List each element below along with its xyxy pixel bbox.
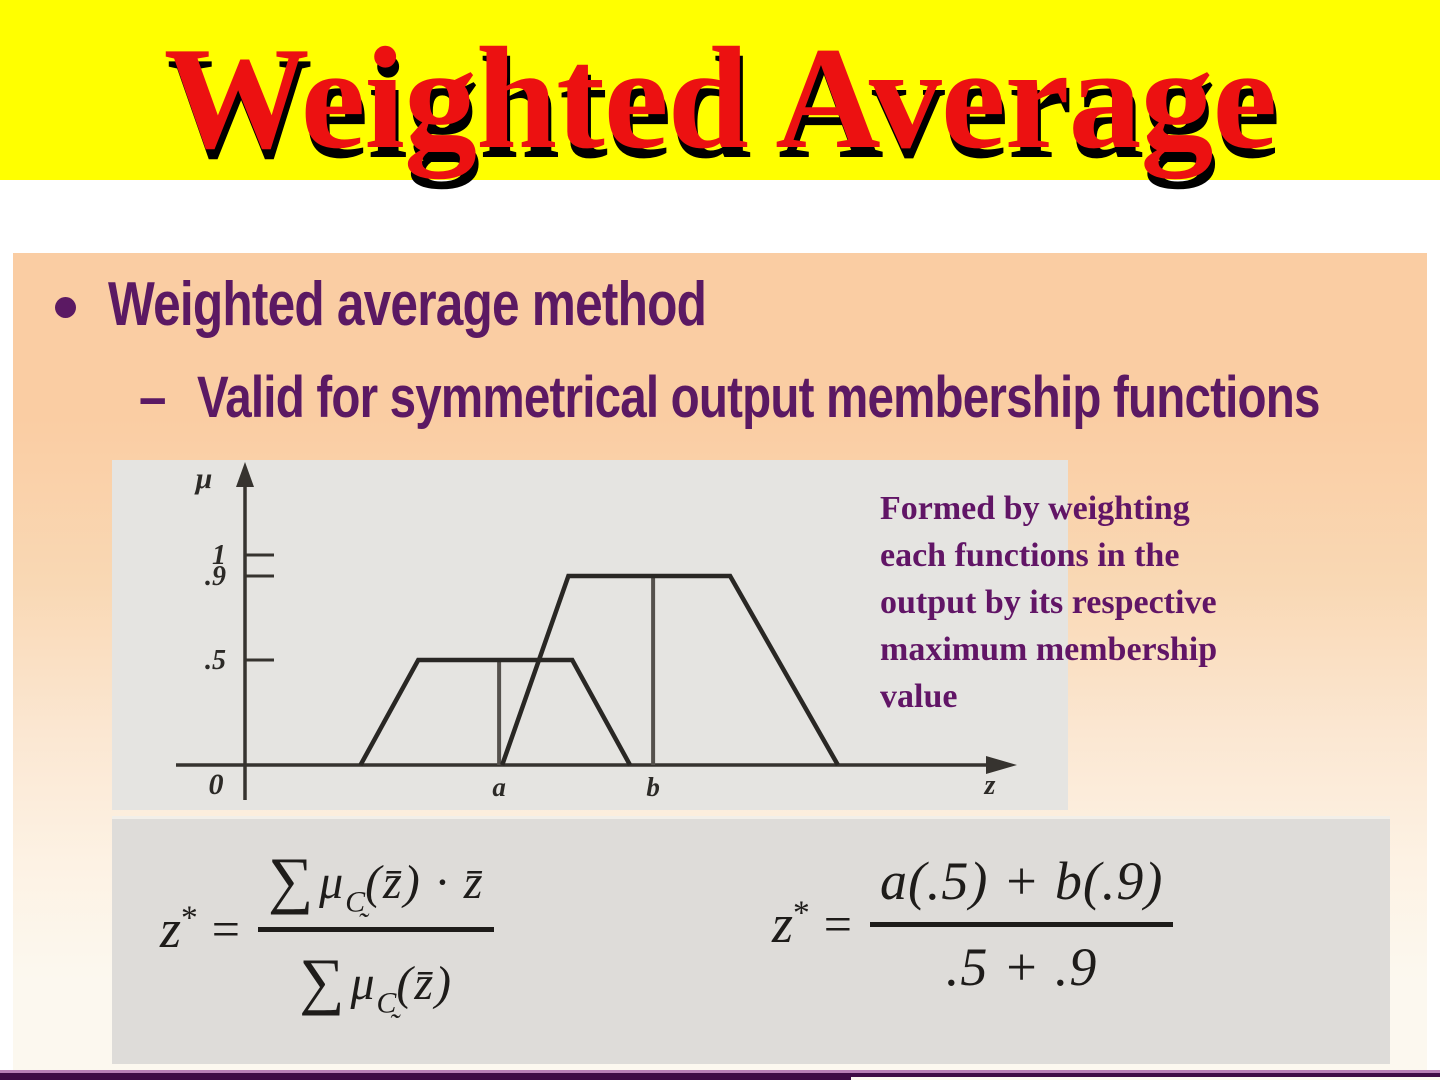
bullet-item-weighted-average: Weighted average method [55, 270, 856, 340]
fraction-bar [869, 921, 1174, 927]
dash-marker: – [139, 365, 167, 430]
svg-text:b: b [646, 772, 660, 802]
svg-text:z: z [984, 770, 996, 801]
divider-segment-left [0, 1073, 851, 1080]
equals-sign: = [211, 901, 240, 958]
lhs-z-star: z* [772, 894, 810, 955]
fraction: ∑ μC̰(z̄) · z̄ ∑ μC̰(z̄) [257, 835, 495, 1023]
page-title: Weighted Average [163, 17, 1278, 179]
bullet-dot-icon [55, 297, 76, 318]
annotation-line: output by its respective [880, 584, 1217, 621]
divider-segment-right [851, 1073, 1440, 1080]
annotation-line: value [880, 678, 958, 715]
denominator: .5 + .9 [945, 936, 1098, 997]
title-banner: Weighted Average [0, 0, 1440, 180]
svg-text:μ: μ [194, 462, 213, 495]
numerator: ∑ μC̰(z̄) · z̄ [267, 845, 485, 919]
bullet-text: Weighted average method [108, 270, 707, 339]
annotation-line: Formed by weighting [880, 490, 1190, 527]
numerator: a(.5) + b(.9) [879, 851, 1164, 911]
annotation-text: Formed by weighting each functions in th… [880, 485, 1310, 720]
content-panel: Weighted average method – Valid for symm… [13, 253, 1427, 1080]
lhs-z-star: z* [160, 899, 198, 960]
svg-text:1: 1 [212, 540, 226, 571]
svg-text:.9: .9 [205, 561, 226, 592]
fraction-bar [257, 926, 495, 932]
sub-bullet-text: Valid for symmetrical output membership … [197, 365, 1320, 430]
svg-text:a: a [492, 772, 506, 802]
bottom-divider [0, 1070, 1440, 1080]
weighted-average-formula-symbolic: z* = ∑ μC̰(z̄) · z̄ ∑ μC̰(z̄) [160, 835, 495, 1023]
svg-text:0: 0 [209, 768, 224, 801]
annotation-line: maximum membership [880, 631, 1218, 668]
annotation-line: each functions in the [880, 537, 1180, 574]
membership-function-chart: 1.9 .5 0 μ z a b [112, 460, 1068, 810]
sub-bullet-item-valid: – Valid for symmetrical output membershi… [139, 365, 1440, 431]
denominator: ∑ μC̰(z̄) [299, 945, 454, 1019]
svg-text:.5: .5 [205, 645, 226, 676]
weighted-average-formula-numeric: z* = a(.5) + b(.9) .5 + .9 [772, 845, 1174, 1004]
divider-bar [0, 1073, 1440, 1080]
equals-sign: = [823, 896, 852, 953]
divider-light-line [0, 1070, 1440, 1073]
formula-scan-box: z* = ∑ μC̰(z̄) · z̄ ∑ μC̰(z̄) z* = a(.5) +… [112, 816, 1390, 1064]
fraction: a(.5) + b(.9) .5 + .9 [869, 845, 1174, 1004]
chart-canvas: 1.9 .5 0 μ z a b [176, 462, 1017, 802]
